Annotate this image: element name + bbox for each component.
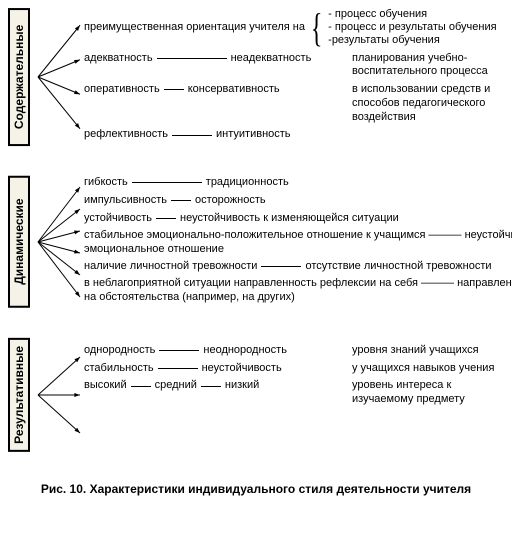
row-left: стабильность неустойчивость bbox=[84, 362, 346, 376]
row-long: стабильное эмоционально-положительное от… bbox=[84, 229, 512, 255]
dash-icon bbox=[172, 135, 212, 136]
section-label: Динамические bbox=[8, 176, 30, 308]
section: Результативные однородность неоднородность… bbox=[8, 338, 504, 452]
diagram-row: преимущественная ориентация учителя на {-… bbox=[84, 8, 504, 48]
row-left: гибкость традиционность bbox=[84, 176, 512, 190]
row-left: наличие личностной тревожности отсутствие… bbox=[84, 260, 512, 274]
brace-icon: { bbox=[311, 12, 323, 44]
diagram-row: стабильность неустойчивость у учащихся нав… bbox=[84, 362, 504, 376]
section: Динамические гибкость традиционность импуль… bbox=[8, 176, 504, 308]
term-a: рефлективность bbox=[84, 128, 168, 142]
term-b: неустойчивость bbox=[202, 362, 282, 376]
diagram-row: устойчивость неустойчивость к изменяющейс… bbox=[84, 212, 512, 226]
term-a: импульсивность bbox=[84, 194, 167, 208]
row-left: импульсивность осторожность bbox=[84, 194, 512, 208]
diagram-row: оперативность консервативность в использов… bbox=[84, 83, 504, 124]
brace-list: - процесс обучения- процесс и результаты… bbox=[328, 8, 496, 48]
brace-item: - процесс и результаты обучения bbox=[328, 21, 496, 34]
section: Содержательные преимущественная ориентаци… bbox=[8, 8, 504, 146]
term-b: отсутствие личностной тревожности bbox=[305, 260, 491, 274]
term-b: интуитивность bbox=[216, 128, 291, 142]
section-content: гибкость традиционность импульсивность осто… bbox=[36, 176, 512, 308]
term-a: однородность bbox=[84, 344, 155, 358]
dash-icon bbox=[158, 368, 198, 369]
diagram-row: высокий средний низкий уровень интереса к и… bbox=[84, 379, 504, 407]
row-left: высокий средний низкий bbox=[84, 379, 346, 393]
term-a: стабильность bbox=[84, 362, 154, 376]
section-label: Содержательные bbox=[8, 8, 30, 146]
term-c: низкий bbox=[225, 379, 259, 393]
term-a: гибкость bbox=[84, 176, 128, 190]
section-content: преимущественная ориентация учителя на {-… bbox=[36, 8, 504, 146]
diagram-row: импульсивность осторожность bbox=[84, 194, 512, 208]
dash-icon bbox=[132, 182, 202, 183]
term-b: неоднородность bbox=[203, 344, 287, 358]
term-a: оперативность bbox=[84, 83, 160, 97]
term-a: устойчивость bbox=[84, 212, 152, 226]
row-note: уровня знаний учащихся bbox=[346, 344, 504, 358]
row-note: уровень интереса к изучаемому предмету bbox=[346, 379, 504, 407]
term-b: традиционность bbox=[206, 176, 289, 190]
term-a: адекватность bbox=[84, 52, 153, 66]
row-left: однородность неоднородность bbox=[84, 344, 346, 358]
term-b: неадекватность bbox=[231, 52, 312, 66]
row-left: оперативность консервативность bbox=[84, 83, 346, 97]
term-b: неустойчивость к изменяющейся ситуации bbox=[180, 212, 399, 226]
dash-icon bbox=[157, 58, 227, 59]
diagram-row: однородность неоднородность уровня знаний … bbox=[84, 344, 504, 358]
dash-icon bbox=[261, 266, 301, 267]
diagram-row: адекватность неадекватность планирования у… bbox=[84, 52, 504, 80]
figure-caption: Рис. 10. Характеристики индивидуального … bbox=[8, 482, 504, 498]
section-content: однородность неоднородность уровня знаний … bbox=[36, 338, 504, 452]
diagram-row: рефлективность интуитивность bbox=[84, 128, 504, 142]
dash-icon bbox=[156, 218, 176, 219]
term-a: наличие личностной тревожности bbox=[84, 260, 257, 274]
diagram-row: стабильное эмоционально-положительное от… bbox=[84, 229, 512, 255]
brace-item: - процесс обучения bbox=[328, 8, 496, 21]
row-left: преимущественная ориентация учителя на {-… bbox=[84, 8, 497, 48]
dash-icon bbox=[131, 386, 151, 387]
dash-icon bbox=[159, 350, 199, 351]
dash-icon bbox=[171, 200, 191, 201]
dash-icon bbox=[201, 386, 221, 387]
diagram-row: наличие личностной тревожности отсутствие… bbox=[84, 260, 512, 274]
diagram-row: в неблагоприятной ситуации направленност… bbox=[84, 277, 512, 303]
row-long: в неблагоприятной ситуации направленност… bbox=[84, 277, 512, 303]
row-left: адекватность неадекватность bbox=[84, 52, 346, 66]
dash-icon bbox=[164, 89, 184, 90]
term-a: высокий bbox=[84, 379, 127, 393]
row-note: в использовании средств и способов педаг… bbox=[346, 83, 504, 124]
diagram-row: гибкость традиционность bbox=[84, 176, 512, 190]
term-b: средний bbox=[155, 379, 197, 393]
row-note: планирования учебно-воспитательного проц… bbox=[346, 52, 504, 80]
brace-item: -результаты обучения bbox=[328, 34, 496, 47]
row-left: устойчивость неустойчивость к изменяющейс… bbox=[84, 212, 512, 226]
row-note: у учащихся навыков учения bbox=[346, 362, 504, 376]
term-b: осторожность bbox=[195, 194, 266, 208]
section-label: Результативные bbox=[8, 338, 30, 452]
row-left: рефлективность интуитивность bbox=[84, 128, 346, 142]
row-text: преимущественная ориентация учителя на bbox=[84, 21, 305, 35]
term-b: консервативность bbox=[188, 83, 280, 97]
